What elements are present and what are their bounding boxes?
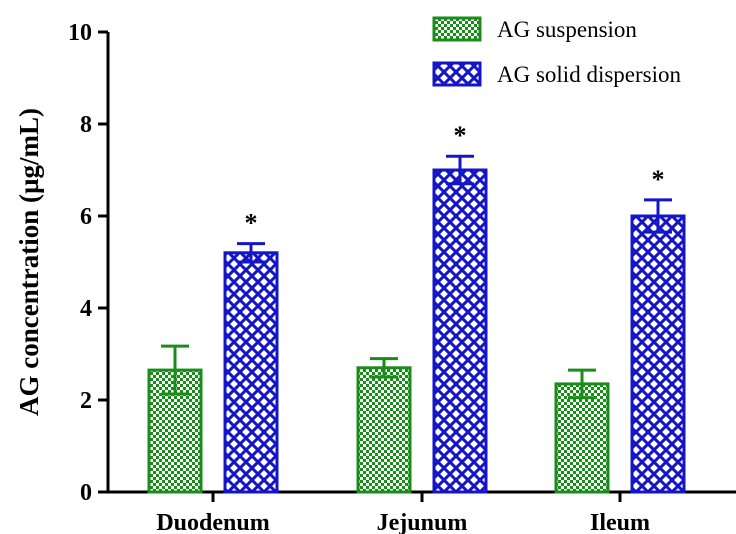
y-ticks: 0 2 4 6 8 10 <box>68 20 108 506</box>
error-bars <box>161 154 672 400</box>
legend-label-ag-suspension: AG suspension <box>497 17 637 42</box>
significance-markers: * * * <box>245 121 665 237</box>
bar <box>432 168 488 494</box>
y-tick-label: 2 <box>80 388 92 414</box>
bar <box>223 251 279 494</box>
legend-swatch-ag-suspension <box>432 16 482 42</box>
bar <box>630 214 686 494</box>
significance-marker: * <box>454 121 467 150</box>
y-tick-label: 10 <box>68 20 92 46</box>
bar <box>554 382 610 494</box>
significance-marker: * <box>652 165 665 194</box>
bar <box>356 366 412 494</box>
y-tick-label: 8 <box>80 112 92 138</box>
x-tick-label: Ileum <box>590 510 650 534</box>
y-tick-label: 0 <box>80 480 92 506</box>
legend-label-ag-solid-dispersion: AG solid dispersion <box>497 62 682 87</box>
significance-marker: * <box>245 209 258 238</box>
bars <box>147 168 686 494</box>
legend-swatch-ag-solid-dispersion <box>432 61 482 87</box>
y-tick-label: 4 <box>80 296 92 322</box>
x-tick-label: Jejunum <box>377 510 468 534</box>
y-axis-label: AG concentration (µg/mL) <box>14 108 44 416</box>
legend: AG suspension AG solid dispersion <box>432 16 682 87</box>
y-tick-label: 6 <box>80 204 92 230</box>
x-ticks: Duodenum Jejunum Ileum <box>156 492 650 534</box>
x-tick-label: Duodenum <box>156 510 269 534</box>
